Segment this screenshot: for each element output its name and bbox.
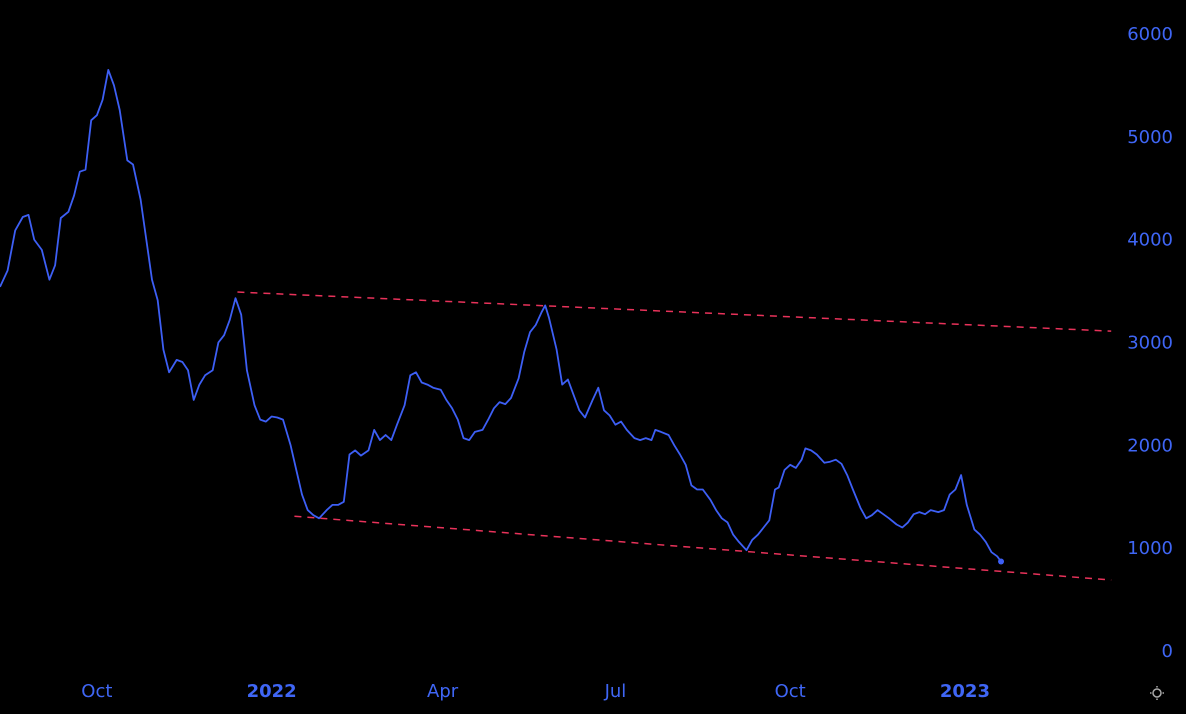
y-tick-label: 5000 xyxy=(1127,127,1173,148)
x-tick-label: Apr xyxy=(427,681,459,702)
x-tick-label: Oct xyxy=(775,681,806,702)
y-tick-label: 4000 xyxy=(1127,230,1173,251)
x-tick-label: 2023 xyxy=(940,681,990,702)
y-tick-label: 6000 xyxy=(1127,24,1173,45)
x-tick-label: Jul xyxy=(604,681,627,702)
x-tick-label: Oct xyxy=(81,681,112,702)
last-point xyxy=(998,558,1005,565)
trend-line xyxy=(294,515,1112,581)
price-line xyxy=(0,69,1002,563)
y-tick-label: 0 xyxy=(1162,641,1173,662)
settings-icon-core xyxy=(1152,688,1162,698)
y-tick-label: 2000 xyxy=(1127,435,1173,456)
trend-line xyxy=(237,291,1112,332)
y-tick-label: 1000 xyxy=(1127,538,1173,559)
x-tick-label: 2022 xyxy=(247,681,297,702)
settings-icon[interactable] xyxy=(1150,686,1164,700)
y-tick-label: 3000 xyxy=(1127,332,1173,353)
